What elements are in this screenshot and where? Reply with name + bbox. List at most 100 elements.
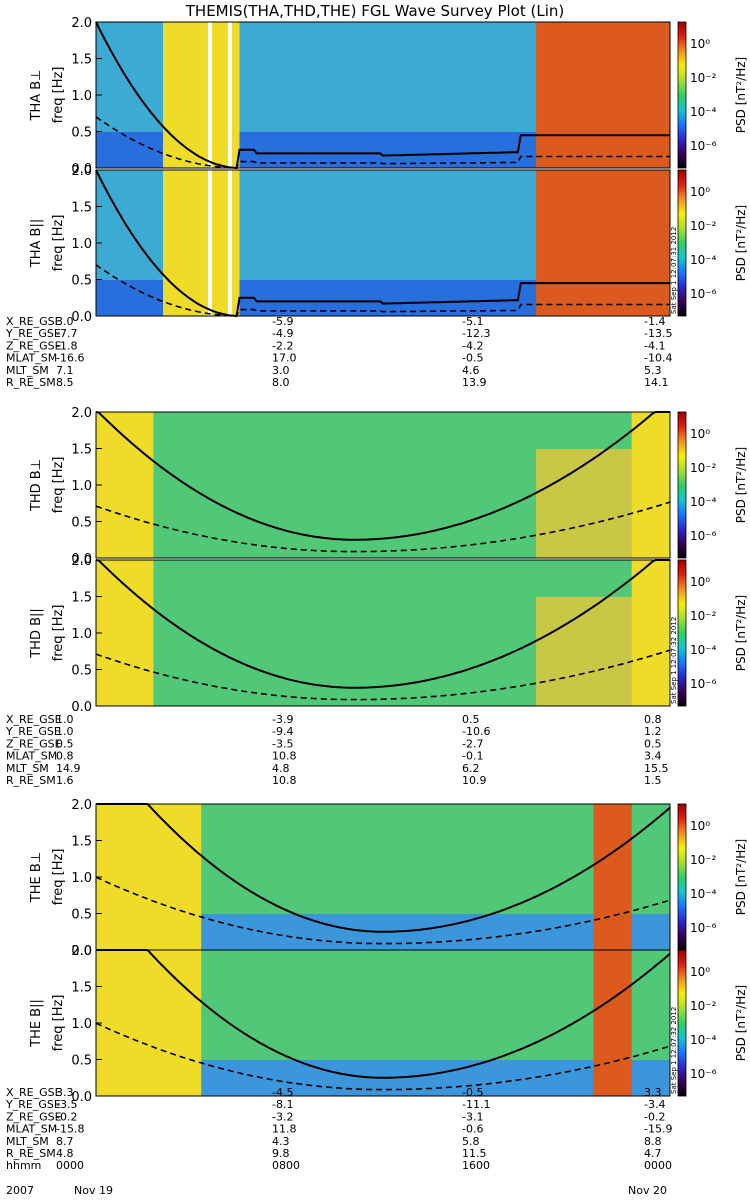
spectrogram-cell — [622, 669, 633, 707]
spectrogram-cell — [287, 633, 298, 670]
spectrogram-cell — [124, 131, 135, 169]
spectrogram-cell — [96, 840, 107, 878]
ephemeris-value: 1.0 — [56, 725, 74, 738]
spectrogram-cell — [325, 243, 336, 280]
spectrogram-cell — [249, 804, 260, 841]
spectrogram-cell — [383, 633, 394, 670]
spectrogram-cell — [163, 986, 174, 1024]
spectrogram-cell — [497, 840, 508, 878]
spectrogram-cell — [660, 669, 671, 707]
spectrogram-cell — [383, 986, 394, 1024]
spectrogram-cell — [172, 412, 183, 449]
spectrogram-cell — [555, 560, 566, 597]
spectrogram-cell — [583, 58, 594, 96]
ephemeris-value: -4.9 — [272, 327, 293, 340]
spectrogram-cell — [631, 913, 642, 951]
spectrogram-cell — [516, 95, 527, 132]
ephemeris-value: 11.5 — [462, 1147, 487, 1160]
spectrogram-cell — [593, 485, 604, 522]
spectrogram-cell — [306, 1059, 317, 1097]
spectrogram-cell — [153, 986, 164, 1024]
spectrogram-cell — [373, 206, 384, 244]
spectrogram-cell — [105, 485, 116, 522]
spectrogram-cell — [363, 58, 374, 96]
spectrogram-cell — [402, 95, 413, 132]
spectrogram-cell — [612, 596, 623, 634]
spectrogram-cell — [631, 485, 642, 522]
spectrogram-cell — [105, 986, 116, 1024]
ytick-label: 0.5 — [71, 274, 92, 289]
spectrogram-cell — [354, 804, 365, 841]
spectrogram-cell — [115, 22, 126, 59]
ytick-label: 2.0 — [71, 554, 92, 569]
spectrogram-cell — [516, 560, 527, 597]
spectrogram-cell — [603, 58, 614, 96]
spectrogram-cell — [516, 412, 527, 449]
spectrogram-cell — [258, 22, 269, 59]
spectrogram-cell — [459, 521, 470, 559]
spectrogram-cell — [287, 279, 298, 317]
spectrogram-cell — [411, 560, 422, 597]
spectrogram-cell — [622, 913, 633, 951]
spectrogram-cell — [373, 95, 384, 132]
spectrogram-cell — [411, 22, 422, 59]
spectrogram-cell — [383, 1023, 394, 1060]
spectrogram-cell — [287, 521, 298, 559]
spectrogram-cell — [258, 243, 269, 280]
spectrogram-cell — [296, 243, 307, 280]
spectrogram-cell — [536, 448, 547, 486]
spectrogram-cell — [478, 669, 489, 707]
spectrogram-cell — [268, 22, 279, 59]
spectrogram-cell — [392, 840, 403, 878]
spectrogram-cell — [124, 913, 135, 951]
spectrogram-cell — [220, 950, 231, 987]
spectrogram-cell — [622, 95, 633, 132]
spectrogram-cell — [258, 986, 269, 1024]
spectrogram-cell — [105, 206, 116, 244]
spectrogram-cell — [344, 206, 355, 244]
ephemeris-value: 1.5 — [644, 774, 662, 787]
spectrogram-cell — [622, 412, 633, 449]
spectrogram-cell — [115, 913, 126, 951]
spectrogram-cell — [229, 131, 240, 169]
spectrogram-cell — [96, 1023, 107, 1060]
spectrogram-cell — [134, 560, 145, 597]
colorbar-tick-label: 10⁰ — [690, 185, 710, 199]
spectrogram-cell — [210, 633, 221, 670]
spectrogram-cell — [507, 448, 518, 486]
spectrogram-cell — [191, 804, 202, 841]
spectrogram-cell — [421, 243, 432, 280]
spectrogram-cell — [153, 913, 164, 951]
spectrogram-cell — [220, 633, 231, 670]
spectrogram-cell — [239, 669, 250, 707]
spectrogram-cell — [526, 131, 537, 169]
spectrogram-cell — [249, 840, 260, 878]
spectrogram-cell — [603, 95, 614, 132]
spectrogram-cell — [411, 986, 422, 1024]
spectrogram-cell — [96, 243, 107, 280]
ephemeris-value: 4.8 — [272, 762, 290, 775]
spectrogram-cell — [612, 279, 623, 317]
spectrogram-cell — [516, 913, 527, 951]
spectrogram-cell — [536, 1023, 547, 1060]
spectrogram-cell — [488, 1023, 499, 1060]
spectrogram-cell — [296, 22, 307, 59]
ephemeris-value: 0800 — [272, 1159, 300, 1172]
spectrogram-cell — [344, 412, 355, 449]
spectrogram-cell — [268, 95, 279, 132]
spectrogram-cell — [220, 22, 231, 59]
colorbar-tick-label: 10⁻⁶ — [690, 677, 717, 691]
spectrogram-cell — [612, 131, 623, 169]
spectrogram-cell — [210, 1023, 221, 1060]
spectrogram-cell — [306, 913, 317, 951]
spectrogram-cell — [287, 877, 298, 914]
spectrogram-cell — [631, 170, 642, 207]
spectrogram-cell — [488, 804, 499, 841]
gyrofreq-curve — [95, 559, 670, 689]
spectrogram-cell — [182, 22, 193, 59]
spectrogram-cell — [124, 669, 135, 707]
spectrogram-cell — [564, 279, 575, 317]
spectrogram-cell — [153, 58, 164, 96]
page-title: THEMIS(THA,THD,THE) FGL Wave Survey Plot… — [185, 2, 565, 20]
